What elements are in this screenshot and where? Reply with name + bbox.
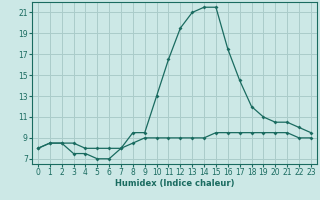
X-axis label: Humidex (Indice chaleur): Humidex (Indice chaleur)	[115, 179, 234, 188]
